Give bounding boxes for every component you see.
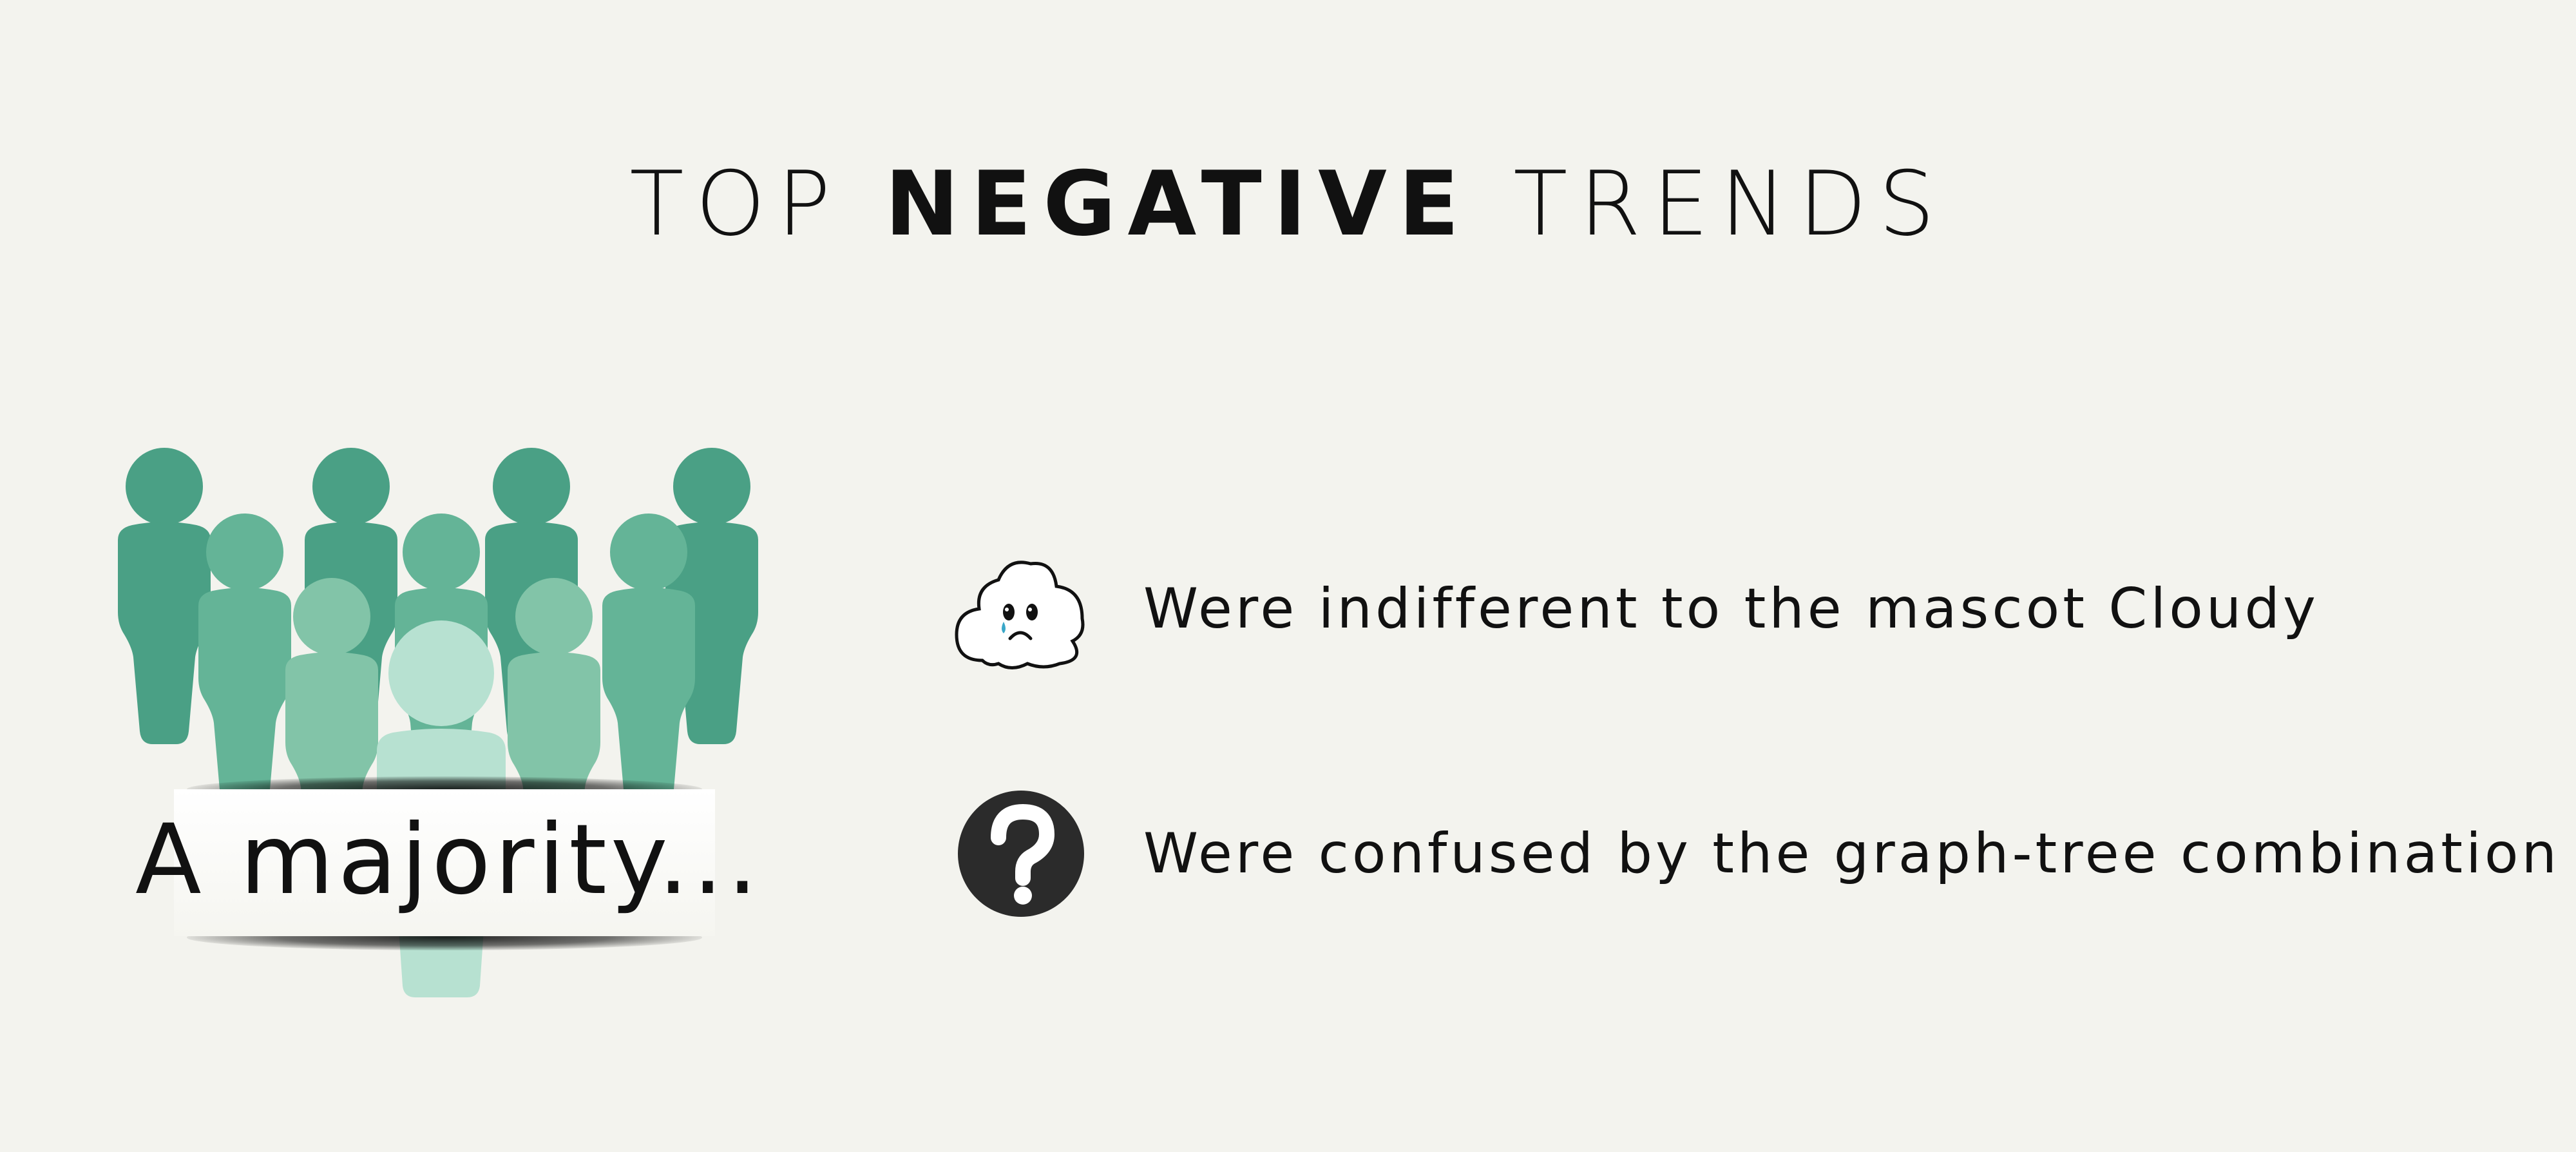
majority-label: A majority... xyxy=(135,804,762,916)
page-title: TOP NEGATIVE TRENDS xyxy=(0,146,2576,262)
title-suffix: TRENDS xyxy=(1513,152,1947,256)
majority-banner: A majority... xyxy=(135,776,762,950)
banner-plate xyxy=(174,789,715,936)
trend-item: Were indifferent to the mascot Cloudy xyxy=(953,544,2486,673)
trend-text: Were indifferent to the mascot Cloudy xyxy=(1143,577,2319,641)
title-prefix: TOP xyxy=(629,152,843,256)
title-emphasis: NEGATIVE xyxy=(884,152,1471,256)
trend-item: Were confused by the graph-tree combinat… xyxy=(953,789,2557,918)
trend-text: Were confused by the graph-tree combinat… xyxy=(1143,821,2560,886)
question-mark-icon xyxy=(953,789,1089,918)
sad-cloud-icon xyxy=(953,544,1089,673)
